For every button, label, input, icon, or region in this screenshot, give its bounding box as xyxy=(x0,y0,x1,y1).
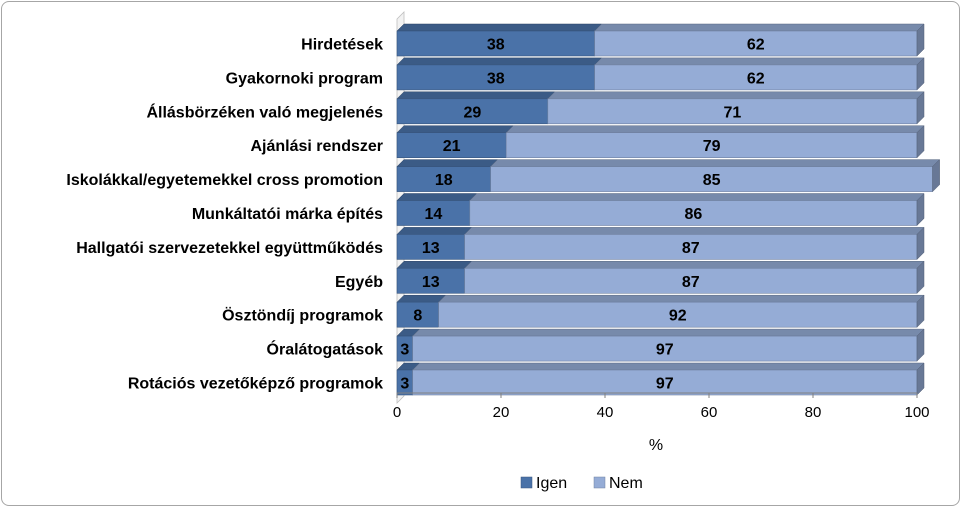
bar-nem-top xyxy=(593,23,925,32)
bar-igen-top xyxy=(396,294,447,303)
bar-igen xyxy=(396,234,465,260)
bar-nem-end xyxy=(916,362,925,396)
category-label: Iskolákkal/egyetemekkel cross promotion xyxy=(66,172,383,189)
data-label-nem: 92 xyxy=(669,308,687,325)
legend-label-nem: Nem xyxy=(609,475,643,492)
bar-nem-end xyxy=(916,91,925,125)
bar-igen xyxy=(396,30,595,57)
bar-nem xyxy=(594,30,918,57)
category-label: Egyéb xyxy=(335,274,383,291)
category-label: Munkáltatói márka építés xyxy=(192,206,383,223)
category-label: Ajánlási rendszer xyxy=(251,138,384,155)
bar-igen xyxy=(396,301,439,328)
bar-nem-top xyxy=(505,125,925,133)
data-label-igen: 29 xyxy=(464,104,482,121)
bar-igen-top xyxy=(396,57,603,66)
bar-nem xyxy=(547,98,918,125)
data-label-igen: 18 xyxy=(435,172,453,189)
category-label: Hallgatói szervezetekkel együttműködés xyxy=(76,240,383,257)
legend-label-igen: Igen xyxy=(536,475,567,492)
category-label: Hirdetések xyxy=(301,37,383,54)
data-label-igen: 13 xyxy=(422,274,440,291)
x-axis-title: % xyxy=(649,437,663,454)
data-label-nem: 86 xyxy=(685,206,703,223)
category-label: Ösztöndíj programok xyxy=(222,306,383,325)
bar-nem xyxy=(505,132,918,158)
bar-igen-top xyxy=(396,125,514,133)
data-label-nem: 62 xyxy=(747,70,765,87)
category-label: Állásbörzéken való megjelenés xyxy=(146,102,383,121)
bar-igen-top xyxy=(396,261,473,269)
x-axis: 0 20 40 60 80 100 xyxy=(393,392,930,421)
x-tick-label: 100 xyxy=(904,404,929,421)
bar-nem xyxy=(438,301,918,328)
bar-nem-end xyxy=(916,23,925,57)
bar-igen-top xyxy=(396,159,499,167)
bar-igen xyxy=(396,200,471,226)
bar-nem-top xyxy=(411,362,925,371)
x-tick-label: 80 xyxy=(805,404,822,421)
bar-nem xyxy=(469,200,918,226)
bar-nem-end xyxy=(916,192,925,227)
legend-swatch-nem xyxy=(593,476,606,489)
data-label-igen: 3 xyxy=(400,342,409,359)
data-label-igen: 3 xyxy=(400,376,409,393)
data-label-nem: 97 xyxy=(656,376,674,393)
bar-nem-end xyxy=(916,226,925,261)
bar-nem-end xyxy=(916,125,925,159)
bars-layer: 38 62 38 62 29 71 21 79 18 85 14 86 13 87 13 87 8 92 3 97 3 9… xyxy=(396,11,941,404)
x-tick-label: 0 xyxy=(393,404,401,421)
bar-nem-top xyxy=(411,328,925,337)
x-tick-label: 60 xyxy=(701,404,718,421)
bar-igen xyxy=(396,166,491,192)
bar-igen-top xyxy=(396,227,473,235)
category-label: Gyakornoki program xyxy=(226,70,383,87)
bar-nem-top xyxy=(463,261,925,269)
bar-nem xyxy=(464,234,918,260)
bar-nem-top xyxy=(469,193,925,201)
bar-nem-end xyxy=(932,158,940,193)
bar-nem xyxy=(594,64,918,91)
bar-igen-top xyxy=(396,193,478,201)
category-label: Rotációs vezetőképző programok xyxy=(128,376,383,393)
bar-nem xyxy=(412,369,918,396)
legend-swatch-igen xyxy=(520,476,533,489)
data-label-igen: 13 xyxy=(422,240,440,257)
data-label-nem: 87 xyxy=(682,240,700,257)
bar-nem-top xyxy=(463,227,925,235)
data-label-nem: 79 xyxy=(703,138,721,155)
legend: Igen Nem xyxy=(520,475,643,492)
data-label-nem: 85 xyxy=(703,172,721,189)
data-label-igen: 38 xyxy=(487,70,505,87)
category-labels: Hirdetések Gyakornoki program Állásbörzéke… xyxy=(66,37,383,393)
data-label-nem: 62 xyxy=(747,37,765,54)
bar-igen xyxy=(396,267,465,294)
data-label-igen: 38 xyxy=(487,37,505,54)
bar-nem-top xyxy=(593,57,925,66)
bar-nem-top xyxy=(489,159,941,167)
data-label-nem: 97 xyxy=(656,342,674,359)
data-label-igen: 8 xyxy=(413,308,422,325)
bar-nem xyxy=(464,267,918,294)
data-label-igen: 14 xyxy=(425,206,443,223)
data-label-igen: 21 xyxy=(443,138,461,155)
x-tick-label: 20 xyxy=(493,404,510,421)
bar-nem-end xyxy=(916,328,925,362)
bar-igen-top xyxy=(396,23,603,32)
bar-igen xyxy=(396,132,507,158)
bar-nem-top xyxy=(437,294,925,303)
bar-nem xyxy=(412,335,918,362)
bar-igen xyxy=(396,98,549,125)
bar-nem-end xyxy=(916,294,925,328)
bar-igen-top xyxy=(396,91,556,100)
bar-nem-end xyxy=(916,260,925,294)
category-label: Óralátogatások xyxy=(267,340,384,359)
x-tick-label: 40 xyxy=(597,404,614,421)
bar-nem-top xyxy=(547,91,925,100)
bar-nem-end xyxy=(916,57,925,91)
data-label-nem: 87 xyxy=(682,274,700,291)
data-label-nem: 71 xyxy=(724,104,742,121)
